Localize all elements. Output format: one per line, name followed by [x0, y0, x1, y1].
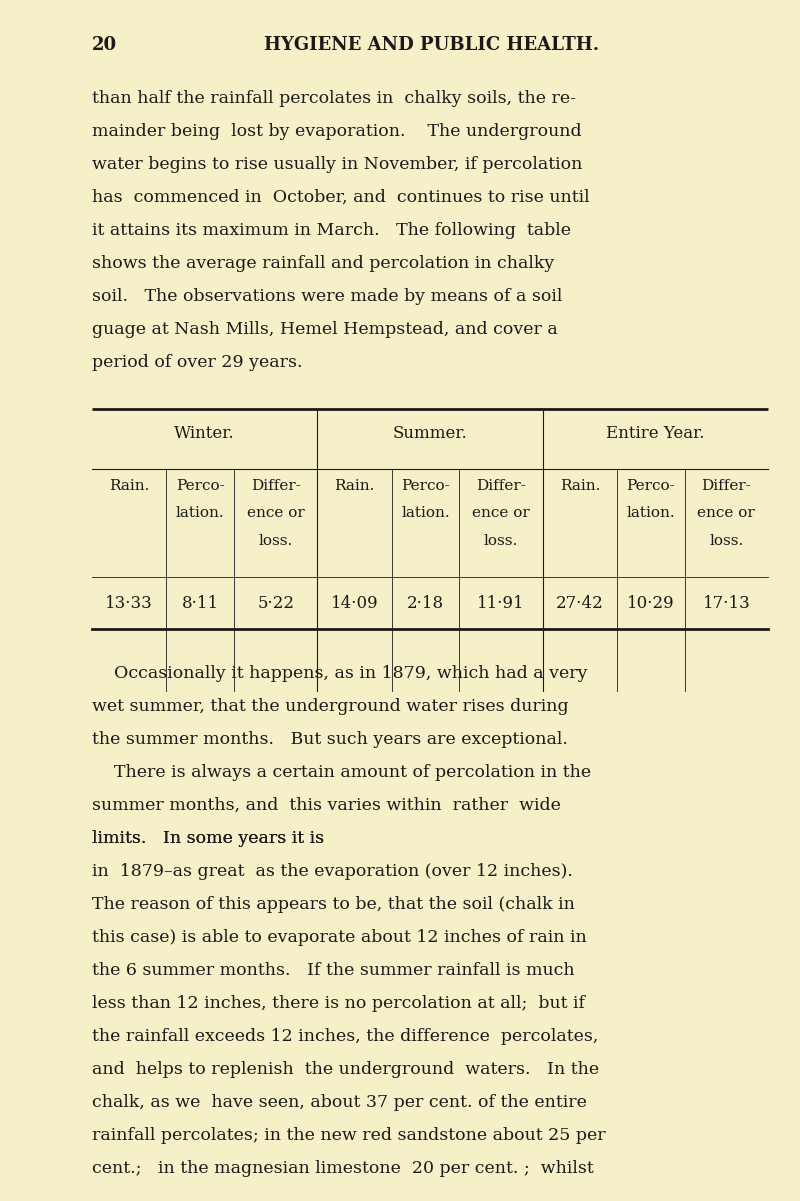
Text: Occasionally it happens, as in 1879, which had a very: Occasionally it happens, as in 1879, whi… [92, 664, 587, 682]
Text: ence or: ence or [246, 507, 305, 520]
Text: the summer months.   But such years are exceptional.: the summer months. But such years are ex… [92, 730, 568, 748]
Text: Rain.: Rain. [334, 478, 374, 492]
Text: mainder being  lost by evaporation.    The underground: mainder being lost by evaporation. The u… [92, 124, 582, 141]
Text: 27·42: 27·42 [556, 594, 604, 613]
Text: guage at Nash Mills, Hemel Hempstead, and cover a: guage at Nash Mills, Hemel Hempstead, an… [92, 321, 558, 339]
Text: There is always a certain amount of percolation in the: There is always a certain amount of perc… [92, 764, 591, 781]
Text: lation.: lation. [626, 507, 675, 520]
Text: 13·33: 13·33 [106, 594, 153, 613]
Text: it attains its maximum in March.   The following  table: it attains its maximum in March. The fol… [92, 222, 571, 239]
Text: rainfall percolates; in the new red sandstone about 25 per: rainfall percolates; in the new red sand… [92, 1127, 606, 1145]
Text: HYGIENE AND PUBLIC HEALTH.: HYGIENE AND PUBLIC HEALTH. [265, 36, 599, 54]
Text: Perco-: Perco- [626, 478, 675, 492]
Text: lation.: lation. [401, 507, 450, 520]
Text: the rainfall exceeds 12 inches, the difference  percolates,: the rainfall exceeds 12 inches, the diff… [92, 1028, 598, 1045]
Text: shows the average rainfall and percolation in chalky: shows the average rainfall and percolati… [92, 256, 554, 273]
Text: limits.   In some years it is: limits. In some years it is [92, 830, 330, 847]
Text: 5·22: 5·22 [257, 594, 294, 613]
Text: in  1879–as great  as the evaporation (over 12 inches).: in 1879–as great as the evaporation (ove… [92, 864, 573, 880]
Text: water begins to rise usually in November, if percolation: water begins to rise usually in November… [92, 156, 582, 173]
Text: 11·91: 11·91 [477, 594, 525, 613]
Text: loss.: loss. [484, 533, 518, 548]
Text: Perco-: Perco- [401, 478, 450, 492]
Text: lation.: lation. [176, 507, 225, 520]
Text: 10·29: 10·29 [627, 594, 674, 613]
Text: 8·11: 8·11 [182, 594, 218, 613]
Text: 20: 20 [92, 36, 117, 54]
Text: Differ-: Differ- [250, 478, 301, 492]
Text: and  helps to replenish  the underground  waters.   In the: and helps to replenish the underground w… [92, 1062, 599, 1078]
Text: Rain.: Rain. [109, 478, 150, 492]
Text: ence or: ence or [472, 507, 530, 520]
Text: than half the rainfall percolates in  chalky soils, the re-: than half the rainfall percolates in cha… [92, 90, 576, 107]
Text: period of over 29 years.: period of over 29 years. [92, 354, 302, 371]
Text: limits.   In some years it is: limits. In some years it is [92, 830, 330, 847]
Text: has  commenced in  October, and  continues to rise until: has commenced in October, and continues … [92, 190, 590, 207]
Text: ence or: ence or [698, 507, 755, 520]
Text: soil.   The observations were made by means of a soil: soil. The observations were made by mean… [92, 288, 562, 305]
Text: Differ-: Differ- [476, 478, 526, 492]
Text: Winter.: Winter. [174, 424, 235, 442]
Text: 17·13: 17·13 [702, 594, 750, 613]
Text: loss.: loss. [258, 533, 293, 548]
Text: this case) is able to evaporate about 12 inches of rain in: this case) is able to evaporate about 12… [92, 930, 586, 946]
Text: Summer.: Summer. [393, 424, 467, 442]
Text: Rain.: Rain. [560, 478, 600, 492]
Text: the 6 summer months.   If the summer rainfall is much: the 6 summer months. If the summer rainf… [92, 962, 574, 979]
Text: 14·09: 14·09 [330, 594, 378, 613]
Text: chalk, as we  have seen, about 37 per cent. of the entire: chalk, as we have seen, about 37 per cen… [92, 1094, 587, 1111]
Text: 2·18: 2·18 [407, 594, 444, 613]
Text: loss.: loss. [709, 533, 743, 548]
Text: Perco-: Perco- [176, 478, 225, 492]
Text: Differ-: Differ- [702, 478, 751, 492]
Text: wet summer, that the underground water rises during: wet summer, that the underground water r… [92, 698, 569, 715]
Text: summer months, and  this varies within  rather  wide: summer months, and this varies within ra… [92, 797, 561, 814]
Text: Entire Year.: Entire Year. [606, 424, 705, 442]
Text: cent.;   in the magnesian limestone  20 per cent. ;  whilst: cent.; in the magnesian limestone 20 per… [92, 1160, 594, 1177]
Text: The reason of this appears to be, that the soil (chalk in: The reason of this appears to be, that t… [92, 896, 575, 913]
Text: less than 12 inches, there is no percolation at all;  but if: less than 12 inches, there is no percola… [92, 994, 585, 1012]
